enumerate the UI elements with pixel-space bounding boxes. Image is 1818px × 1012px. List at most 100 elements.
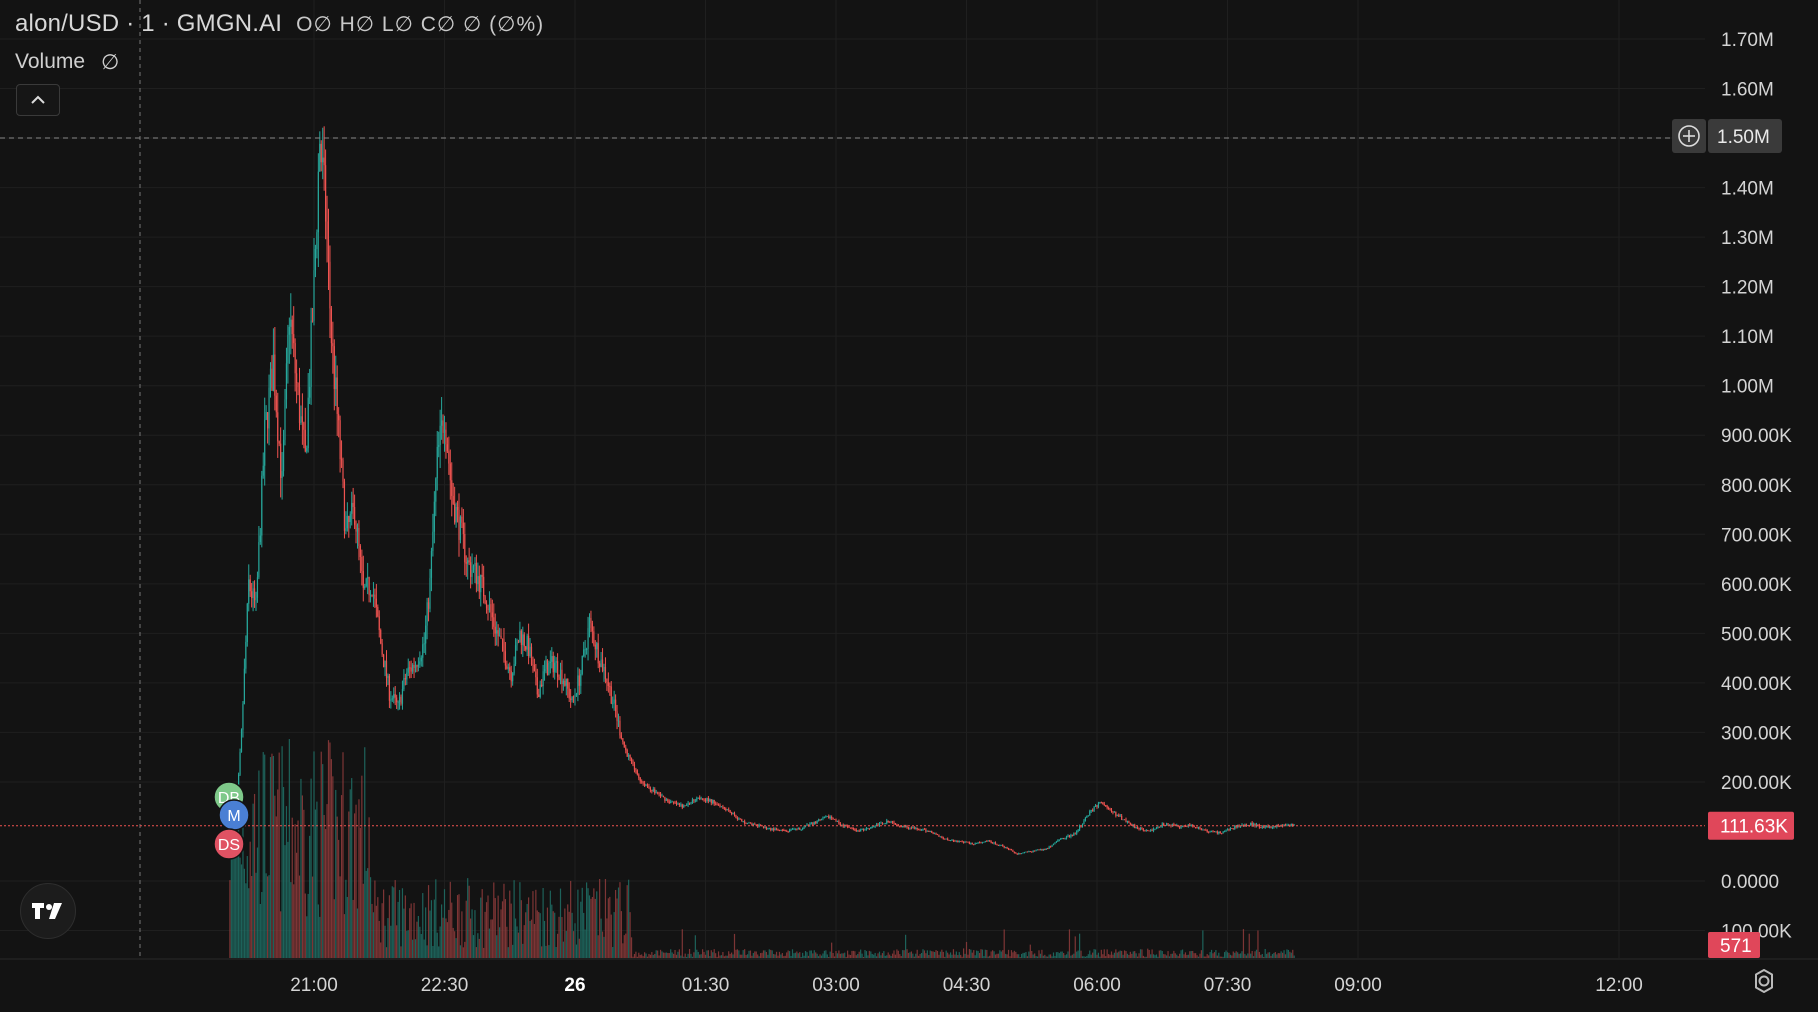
volume-bar xyxy=(1073,953,1075,958)
candle-body xyxy=(523,634,525,647)
volume-bar xyxy=(1079,933,1081,958)
candle-body xyxy=(697,797,699,799)
volume-bar xyxy=(1013,950,1015,958)
candle-body xyxy=(777,829,779,830)
volume-bar xyxy=(578,938,580,958)
x-tick-label: 09:00 xyxy=(1334,975,1382,996)
candle-body xyxy=(683,805,685,808)
candle-body xyxy=(794,828,796,830)
volume-bar xyxy=(642,956,644,958)
candle-body xyxy=(667,799,669,802)
candle-body xyxy=(606,678,608,683)
candle-body xyxy=(936,834,939,836)
candle-body xyxy=(242,703,244,730)
volume-bar xyxy=(761,952,763,958)
candle-body xyxy=(1167,823,1169,825)
volume-bar xyxy=(899,954,901,958)
volume-bar xyxy=(1239,953,1242,958)
volume-bar xyxy=(686,956,688,958)
candle-body xyxy=(628,755,630,757)
volume-bar xyxy=(977,951,979,958)
volume-bar xyxy=(661,951,663,958)
volume-bar xyxy=(936,950,939,958)
symbol-title[interactable]: alon/USD · 1 · GMGN.AI xyxy=(15,10,283,37)
candle-body xyxy=(838,821,840,824)
candle-body xyxy=(1073,833,1075,836)
candle-body xyxy=(957,840,959,842)
volume-bar xyxy=(889,954,891,958)
volume-bar xyxy=(235,833,237,958)
volume-bar xyxy=(480,897,482,958)
x-tick-label: 04:30 xyxy=(943,975,991,996)
candle-body xyxy=(364,586,366,588)
candle-body xyxy=(907,827,910,829)
candle-body xyxy=(1079,826,1081,830)
volume-bar xyxy=(288,739,290,958)
candle-body xyxy=(1264,826,1266,828)
candle-body xyxy=(1138,828,1140,830)
volume-bar xyxy=(1170,953,1172,958)
candle-body xyxy=(749,822,752,824)
tradingview-logo-icon[interactable] xyxy=(20,883,76,939)
candle-body xyxy=(1015,852,1017,854)
candle-body xyxy=(939,836,941,838)
marker-ds[interactable]: DS xyxy=(213,828,245,860)
volume-bar xyxy=(545,945,547,958)
volume-bar xyxy=(1279,953,1281,958)
volume-bar xyxy=(818,956,820,958)
candle-body xyxy=(580,673,582,686)
volume-bar xyxy=(1197,956,1200,958)
candle-body xyxy=(246,603,248,642)
candle-body xyxy=(594,644,596,650)
candle-body xyxy=(345,528,347,531)
candle-body xyxy=(1019,853,1021,855)
candle-body xyxy=(1163,823,1165,826)
candle-body xyxy=(320,143,322,163)
volume-bar xyxy=(823,950,825,958)
candle-body xyxy=(963,842,965,843)
time-axis[interactable]: 21:00 22:30 26 01:30 03:00 04:30 06:00 07:30 09:… xyxy=(290,975,1643,996)
candle-body xyxy=(1116,814,1118,816)
volume-bar xyxy=(1028,951,1030,958)
chevron-up-icon xyxy=(31,95,45,104)
collapse-legend-button[interactable] xyxy=(16,84,60,116)
volume-bar xyxy=(699,954,701,958)
candle-body xyxy=(1055,841,1057,843)
volume-bar xyxy=(738,950,740,958)
volume-bar xyxy=(1212,953,1214,958)
candle-body xyxy=(1122,819,1124,821)
volume-bar xyxy=(396,925,398,958)
volume-bar xyxy=(429,910,431,958)
marker-m[interactable]: M xyxy=(218,799,250,831)
volume-bar xyxy=(1129,951,1131,958)
candle-body xyxy=(259,535,261,543)
volume-bar xyxy=(533,923,535,958)
volume-legend[interactable]: Volume ∅ xyxy=(15,50,119,75)
gear-icon[interactable] xyxy=(1750,967,1778,995)
candle-body xyxy=(707,797,709,801)
candle-body xyxy=(1150,829,1152,831)
candle-body xyxy=(816,820,818,824)
volume-bar xyxy=(913,956,915,958)
candle-body xyxy=(584,649,586,651)
volume-bar xyxy=(419,926,421,958)
volume-bar xyxy=(532,891,534,958)
candle-body xyxy=(529,646,531,657)
volume-bar xyxy=(427,885,430,958)
volume-bar xyxy=(455,938,457,958)
volume-bar xyxy=(697,951,699,958)
price-axis[interactable]: 1.70M1.60M1.50M1.40M1.30M1.20M1.10M1.00M… xyxy=(1721,30,1792,943)
candle-body xyxy=(845,825,847,826)
volume-bar xyxy=(1048,954,1050,958)
volume-bar xyxy=(1225,950,1227,958)
candle-body xyxy=(1206,830,1208,832)
volume-bar xyxy=(539,913,541,958)
plus-circle-icon[interactable] xyxy=(1678,125,1700,147)
volume-bar xyxy=(854,951,856,958)
volume-bar xyxy=(632,956,634,958)
candle-body xyxy=(571,696,573,700)
volume-bar xyxy=(858,951,860,958)
crosshair-price-tag[interactable]: 1.50M xyxy=(1672,119,1782,153)
